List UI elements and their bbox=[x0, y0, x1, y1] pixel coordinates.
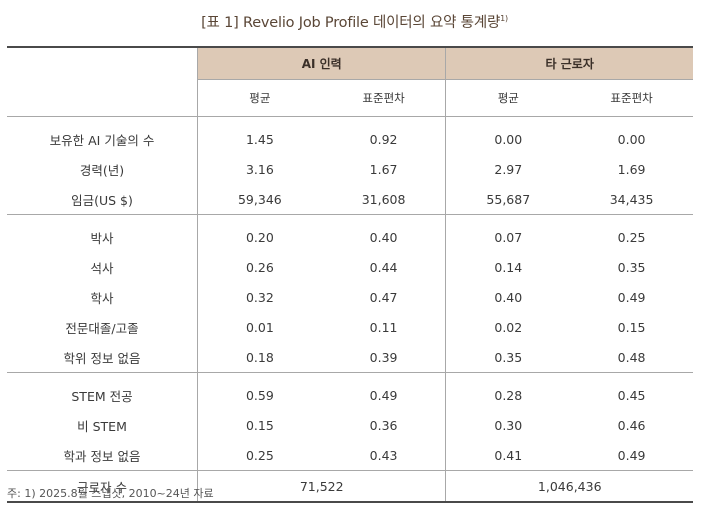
workers-ai: 71,522 bbox=[197, 470, 447, 503]
workers-other: 1,046,436 bbox=[445, 470, 693, 503]
subheader-ai-mean: 평균 bbox=[197, 79, 322, 117]
group-header-ai: AI 인력 bbox=[197, 46, 447, 80]
header-blank-cell bbox=[7, 46, 198, 117]
table-row-workers: 근로자 수 71,522 1,046,436 bbox=[7, 470, 693, 503]
table-row: 학과 정보 없음 0.25 0.43 0.41 0.49 bbox=[7, 440, 693, 471]
summary-statistics-table: AI 인력 타 근로자 평균 표준편차 평균 표준편차 보유한 AI 기술의 수… bbox=[7, 46, 693, 503]
table-row: 임금(US $) 59,346 31,608 55,687 34,435 bbox=[7, 184, 693, 215]
table-row: 학위 정보 없음 0.18 0.39 0.35 0.48 bbox=[7, 342, 693, 373]
table-row: STEM 전공 0.59 0.49 0.28 0.45 bbox=[7, 372, 693, 410]
table-row: 비 STEM 0.15 0.36 0.30 0.46 bbox=[7, 410, 693, 440]
group-header-other: 타 근로자 bbox=[445, 46, 693, 80]
table-row: 석사 0.26 0.44 0.14 0.35 bbox=[7, 252, 693, 282]
table-row: 전문대졸/고졸 0.01 0.11 0.02 0.15 bbox=[7, 312, 693, 342]
subheader-other-mean: 평균 bbox=[445, 79, 571, 117]
subheader-other-sd: 표준편차 bbox=[570, 79, 693, 117]
table-footnote: 주: 1) 2025.8월 스냅샷, 2010~24년 자료 bbox=[7, 487, 214, 500]
table-title: [표 1] Revelio Job Profile 데이터의 요약 통계량1) bbox=[201, 14, 508, 31]
table-subheader-row: 평균 표준편차 평균 표준편차 bbox=[7, 79, 693, 117]
table-header-row: AI 인력 타 근로자 bbox=[7, 46, 693, 117]
table-row: 보유한 AI 기술의 수 1.45 0.92 0.00 0.00 bbox=[7, 116, 693, 154]
table-row: 학사 0.32 0.47 0.40 0.49 bbox=[7, 282, 693, 312]
table-row: 경력(년) 3.16 1.67 2.97 1.69 bbox=[7, 154, 693, 184]
subheader-ai-sd: 표준편차 bbox=[321, 79, 447, 117]
table-row: 박사 0.20 0.40 0.07 0.25 bbox=[7, 214, 693, 252]
